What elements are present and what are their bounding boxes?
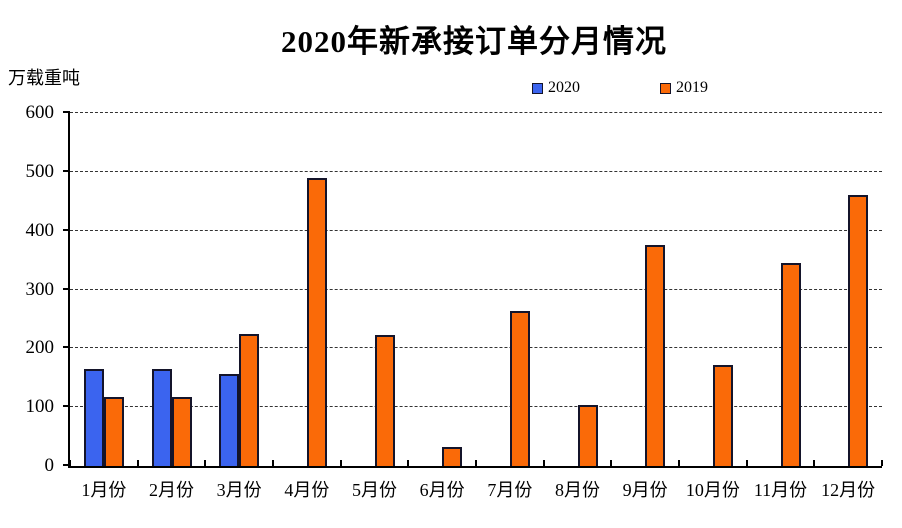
legend-item-2019: 2019 xyxy=(660,80,708,96)
x-axis-tick-11 xyxy=(813,460,816,466)
gridline-500 xyxy=(70,170,882,172)
y-tick-label-0: 0 xyxy=(44,455,55,476)
x-tick-label-2月份: 2月份 xyxy=(149,480,194,500)
y-tick-label-100: 100 xyxy=(25,396,55,418)
x-tick-label-4月份: 4月份 xyxy=(284,480,330,500)
x-axis-tick-6 xyxy=(475,460,477,466)
legend-label-2019: 2019 xyxy=(676,79,708,96)
x-tick-label-10月份: 10月份 xyxy=(685,480,740,500)
bar-2019-8月份 xyxy=(577,405,598,466)
x-axis-tick-4 xyxy=(339,460,342,466)
gridline-100 xyxy=(70,406,882,408)
x-axis-tick-12 xyxy=(881,460,883,466)
bar-2019-10月份 xyxy=(712,364,733,466)
y-axis-tick-0 xyxy=(63,464,70,466)
y-tick-label-400: 400 xyxy=(25,219,55,241)
bar-2020-3月份 xyxy=(219,373,240,466)
y-axis-tick-400 xyxy=(63,228,70,231)
x-axis-tick-7 xyxy=(542,460,545,466)
legend-item-2020: 2020 xyxy=(532,80,580,96)
bar-2019-9月份 xyxy=(645,245,666,466)
y-tick-label-600: 600 xyxy=(25,102,55,123)
legend: 2020 2019 xyxy=(532,80,708,96)
x-axis-tick-8 xyxy=(610,460,613,466)
x-tick-label-7月份: 7月份 xyxy=(487,480,533,500)
y-axis-tick-200 xyxy=(63,346,70,349)
bar-2019-3月份 xyxy=(239,333,260,466)
y-tick-label-500: 500 xyxy=(25,160,55,182)
legend-swatch-2020 xyxy=(532,82,543,94)
y-axis-unit-label: 万载重吨 xyxy=(8,68,80,88)
chart-title: 2020年新承接订单分月情况 xyxy=(281,24,667,59)
y-axis-tick-300 xyxy=(63,287,70,290)
x-axis-tick-3 xyxy=(272,460,274,466)
legend-label-2020: 2020 xyxy=(548,79,580,96)
y-axis-tick-100 xyxy=(63,405,70,408)
legend-swatch-2019 xyxy=(660,82,671,94)
x-tick-label-8月份: 8月份 xyxy=(555,480,600,500)
bar-2019-2月份 xyxy=(171,396,192,466)
x-tick-label-6月份: 6月份 xyxy=(419,480,465,500)
x-axis-tick-0 xyxy=(69,460,71,466)
bar-2020-2月份 xyxy=(151,368,172,466)
x-axis-tick-9 xyxy=(678,460,680,466)
y-tick-label-200: 200 xyxy=(25,337,55,359)
bar-2019-7月份 xyxy=(509,311,530,466)
x-tick-label-11月份: 11月份 xyxy=(753,480,808,500)
x-axis-tick-10 xyxy=(745,460,748,466)
gridline-200 xyxy=(70,347,882,349)
y-axis-tick-500 xyxy=(63,169,70,172)
bar-2019-11月份 xyxy=(780,263,801,466)
bar-2019-12月份 xyxy=(848,195,869,466)
bar-2019-1月份 xyxy=(103,396,124,466)
bar-2019-6月份 xyxy=(442,447,463,466)
x-axis-tick-5 xyxy=(407,460,410,466)
x-tick-label-9月份: 9月份 xyxy=(622,480,668,500)
gridline-600 xyxy=(70,112,882,113)
plot-area: 0 100 200 300 400 500 600 1月份 2月份 3月份 4月份 5月份 6月份 7月份… xyxy=(26,103,883,500)
y-axis-tick-600 xyxy=(63,111,70,113)
x-axis-tick-1 xyxy=(136,460,139,466)
x-axis-tick-2 xyxy=(204,460,207,466)
x-tick-label-1月份: 1月份 xyxy=(81,480,127,500)
bar-2020-1月份 xyxy=(83,368,104,466)
bar-2019-4月份 xyxy=(306,177,327,466)
gridline-400 xyxy=(70,229,882,231)
x-tick-label-12月份: 12月份 xyxy=(821,480,876,500)
bar-2019-5月份 xyxy=(374,334,395,466)
gridline-300 xyxy=(70,288,882,290)
x-tick-label-3月份: 3月份 xyxy=(216,480,262,500)
y-tick-label-300: 300 xyxy=(25,278,55,300)
x-tick-label-5月份: 5月份 xyxy=(352,480,397,500)
